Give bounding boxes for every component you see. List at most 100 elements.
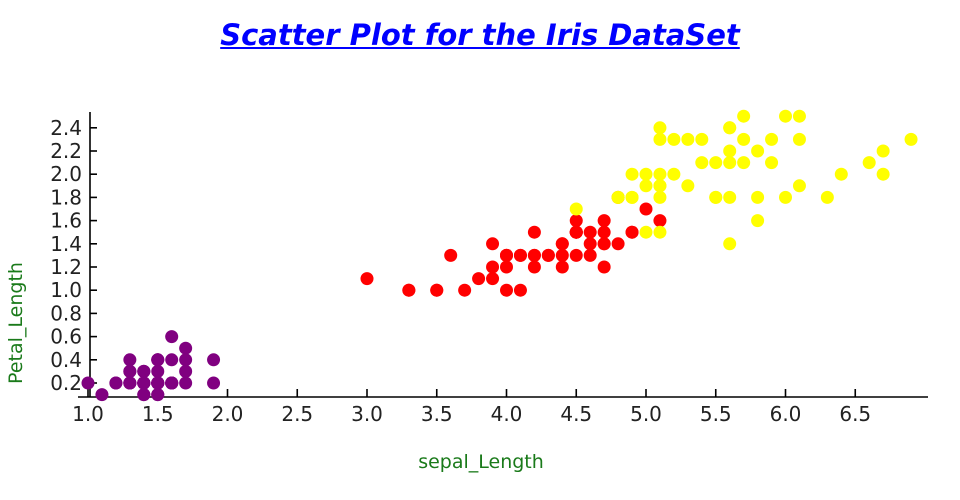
- data-point: [597, 260, 611, 274]
- data-point: [458, 283, 472, 297]
- data-point: [820, 190, 834, 204]
- data-point: [569, 225, 583, 239]
- data-point: [444, 248, 458, 262]
- data-point: [792, 179, 806, 193]
- data-point: [695, 132, 709, 146]
- data-point: [737, 132, 751, 146]
- data-point: [486, 237, 500, 251]
- data-point: [527, 248, 541, 262]
- data-point: [569, 214, 583, 228]
- series-setosa: [81, 330, 221, 402]
- data-point: [639, 179, 653, 193]
- y-tick-label: 1.6: [50, 209, 82, 233]
- data-point: [207, 353, 221, 367]
- data-point: [737, 109, 751, 123]
- data-point: [179, 353, 193, 367]
- data-point: [653, 167, 667, 181]
- data-point: [709, 156, 723, 170]
- data-point: [653, 179, 667, 193]
- data-point: [555, 260, 569, 274]
- data-point: [123, 353, 137, 367]
- data-point: [151, 388, 165, 402]
- data-point: [653, 132, 667, 146]
- data-point: [779, 109, 792, 123]
- y-tick-label: 1.4: [50, 232, 82, 256]
- data-point: [792, 109, 806, 123]
- data-point: [765, 156, 779, 170]
- data-point: [611, 190, 625, 204]
- y-tick-label: 2.4: [50, 116, 82, 140]
- data-point: [179, 364, 193, 378]
- data-point: [876, 144, 890, 158]
- x-tick-label: 3.0: [351, 402, 383, 426]
- data-point: [876, 167, 890, 181]
- data-point: [109, 376, 123, 390]
- x-tick-label: 3.5: [421, 402, 453, 426]
- data-point: [81, 376, 95, 390]
- data-point: [653, 225, 667, 239]
- data-point: [597, 237, 611, 251]
- data-point: [95, 388, 109, 402]
- series-versicolor: [360, 190, 667, 297]
- x-tick-label: 1.5: [142, 402, 174, 426]
- data-point: [583, 237, 597, 251]
- data-point: [207, 376, 221, 390]
- data-point: [165, 376, 179, 390]
- data-point: [500, 260, 513, 274]
- data-point: [527, 260, 541, 274]
- data-point: [179, 341, 193, 355]
- data-point: [639, 167, 653, 181]
- data-point: [541, 248, 555, 262]
- data-point: [639, 202, 653, 216]
- data-point: [751, 144, 765, 158]
- y-axis-title: Petal_Length: [5, 262, 27, 384]
- x-tick-label: 4.0: [491, 402, 523, 426]
- data-point: [583, 248, 597, 262]
- data-point: [667, 167, 681, 181]
- data-point: [751, 190, 765, 204]
- data-point: [137, 376, 151, 390]
- data-point: [472, 272, 486, 286]
- data-point: [569, 202, 583, 216]
- data-point: [151, 364, 165, 378]
- data-point: [625, 167, 639, 181]
- data-point: [430, 283, 444, 297]
- data-point: [723, 144, 737, 158]
- data-point: [611, 237, 625, 251]
- data-point: [360, 272, 374, 286]
- data-point: [123, 364, 137, 378]
- data-point: [751, 214, 765, 228]
- data-point: [569, 248, 583, 262]
- data-point: [695, 156, 709, 170]
- data-point: [486, 272, 500, 286]
- data-points-group: [81, 109, 918, 402]
- x-tick-label: 6.5: [839, 402, 871, 426]
- data-point: [597, 225, 611, 239]
- data-point: [555, 237, 569, 251]
- data-point: [500, 283, 513, 297]
- data-point: [486, 260, 500, 274]
- y-tick-label: 2.2: [50, 139, 82, 163]
- y-tick-label: 0.8: [50, 301, 82, 325]
- data-point: [723, 156, 737, 170]
- data-point: [723, 190, 737, 204]
- axes-group: 0.20.40.60.81.01.21.41.61.82.02.22.41.0 1…: [50, 112, 928, 426]
- series-virginica: [569, 109, 918, 251]
- data-point: [737, 156, 751, 170]
- data-point: [625, 190, 639, 204]
- data-point: [527, 225, 541, 239]
- y-tick-label: 2.0: [50, 162, 82, 186]
- data-point: [681, 179, 695, 193]
- data-point: [151, 353, 165, 367]
- data-point: [765, 132, 779, 146]
- data-point: [123, 376, 137, 390]
- data-point: [779, 190, 792, 204]
- x-tick-label: 6.0: [770, 402, 802, 426]
- data-point: [137, 364, 151, 378]
- y-tick-label: 0.4: [50, 348, 82, 372]
- data-point: [513, 283, 527, 297]
- x-tick-label: 1.0: [72, 402, 104, 426]
- x-tick-label: 5.5: [700, 402, 732, 426]
